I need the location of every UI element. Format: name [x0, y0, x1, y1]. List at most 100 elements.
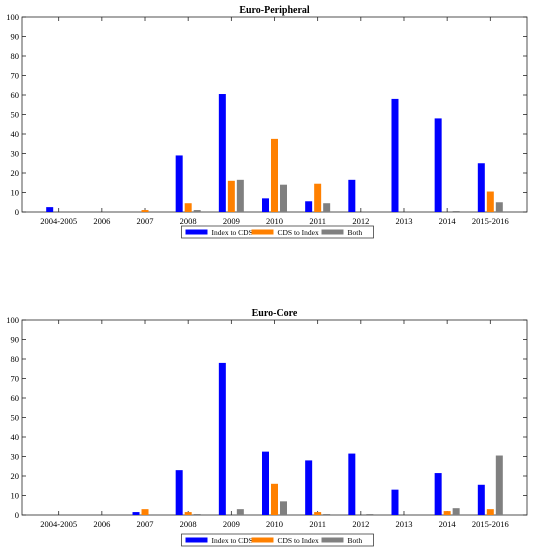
bar-cds-to-index	[314, 183, 322, 212]
bar-both	[236, 179, 244, 212]
y-tick-label: 60	[11, 393, 20, 403]
bar-index-to-cds	[305, 201, 313, 212]
y-tick-label: 80	[11, 51, 20, 61]
x-tick-label: 2010	[266, 216, 283, 226]
bar-both	[495, 202, 503, 212]
x-tick-label: 2009	[223, 216, 240, 226]
legend-label: Both	[348, 228, 363, 237]
x-tick-label: 2010	[266, 519, 283, 529]
bar-index-to-cds	[391, 489, 399, 515]
bar-index-to-cds	[218, 94, 226, 212]
bar-index-to-cds	[434, 473, 442, 515]
bar-cds-to-index	[141, 509, 149, 515]
y-tick-label: 10	[11, 491, 20, 501]
x-tick-label: 2007	[137, 216, 154, 226]
y-tick-label: 50	[11, 110, 20, 120]
x-tick-label: 2014	[439, 519, 457, 529]
y-tick-label: 30	[11, 452, 20, 462]
legend-swatch	[185, 229, 208, 235]
bar-both	[366, 514, 374, 515]
x-tick-label: 2011	[309, 216, 326, 226]
y-tick-label: 20	[11, 168, 20, 178]
y-tick-label: 10	[11, 188, 20, 198]
chart-panel-1: Euro-Peripheral 0 10 20 30 40 50 60 70 80 90 100 200…	[6, 5, 528, 239]
bar-cds-to-index	[141, 210, 149, 212]
y-tick-label: 100	[6, 315, 19, 325]
chart-panel-2: Euro-Core 0 10 20 30 40 50 60 70 80 90 100 2004-2005…	[6, 308, 528, 547]
y-tick-label: 100	[6, 12, 19, 22]
bar-index-to-cds	[46, 207, 54, 212]
x-tick-label: 2015-2016	[472, 519, 509, 529]
chart-title: Euro-Peripheral	[239, 5, 310, 16]
y-tick-label: 90	[11, 335, 20, 345]
bar-index-to-cds	[477, 163, 485, 212]
y-tick-label: 70	[11, 374, 20, 384]
legend-box	[181, 533, 374, 547]
chart-title: Euro-Core	[252, 308, 298, 319]
bar-both	[193, 514, 201, 515]
bar-cds-to-index	[443, 511, 451, 515]
bar-index-to-cds	[175, 470, 183, 515]
legend: Index to CDS CDS to Index Both	[181, 225, 374, 239]
bar-both	[495, 455, 503, 515]
x-tick-label: 2004-2005	[40, 216, 77, 226]
bar-index-to-cds	[348, 179, 356, 212]
bar-both	[452, 508, 460, 515]
bar-both	[236, 509, 244, 515]
legend-swatch	[321, 229, 344, 235]
x-tick-label: 2011	[309, 519, 326, 529]
y-tick-label: 30	[11, 149, 20, 159]
legend-swatch	[251, 229, 274, 235]
x-tick-label: 2004-2005	[40, 519, 77, 529]
legend-label: CDS to Index	[278, 228, 320, 237]
bar-index-to-cds	[434, 118, 442, 212]
legend-swatch	[321, 537, 344, 543]
x-tick-label: 2014	[439, 216, 457, 226]
bar-cds-to-index	[271, 483, 278, 515]
y-tick-label: 60	[11, 90, 20, 100]
legend-swatch	[185, 537, 208, 543]
bar-cds-to-index	[184, 203, 192, 212]
bar-both	[452, 211, 460, 212]
x-tick-label: 2013	[395, 519, 412, 529]
y-tick-label: 40	[11, 129, 20, 139]
x-tick-label: 2008	[180, 519, 197, 529]
bar-cds-to-index	[184, 512, 192, 515]
bar-both	[280, 501, 287, 515]
bar-index-to-cds	[305, 460, 313, 515]
bar-cds-to-index	[486, 509, 494, 515]
bar-both	[323, 203, 331, 212]
bar-both	[280, 184, 287, 212]
bar-both	[323, 514, 331, 515]
y-tick-label: 20	[11, 471, 20, 481]
bar-index-to-cds	[175, 155, 183, 212]
bar-index-to-cds	[262, 451, 269, 515]
x-tick-label: 2012	[352, 216, 369, 226]
bar-cds-to-index	[271, 138, 278, 212]
bar-index-to-cds	[477, 484, 485, 515]
bar-cds-to-index	[227, 180, 235, 212]
y-tick-label: 40	[11, 432, 20, 442]
bar-index-to-cds	[132, 512, 140, 515]
legend-box	[181, 225, 374, 239]
y-tick-label: 80	[11, 354, 20, 364]
x-tick-label: 2006	[93, 216, 110, 226]
y-tick-label: 0	[15, 510, 19, 520]
legend-label: CDS to Index	[278, 536, 320, 545]
x-tick-label: 2007	[137, 519, 154, 529]
y-tick-label: 50	[11, 413, 20, 423]
bar-index-to-cds	[262, 198, 269, 212]
x-tick-label: 2008	[180, 216, 197, 226]
y-tick-label: 0	[15, 207, 19, 217]
y-tick-label: 70	[11, 71, 20, 81]
bar-index-to-cds	[218, 362, 226, 515]
x-tick-label: 2013	[395, 216, 412, 226]
y-tick-label: 90	[11, 32, 20, 42]
x-tick-label: 2015-2016	[472, 216, 509, 226]
bar-index-to-cds	[348, 453, 356, 515]
bar-index-to-cds	[391, 98, 399, 212]
x-tick-label: 2012	[352, 519, 369, 529]
bar-cds-to-index	[486, 191, 494, 212]
bar-both	[193, 210, 201, 212]
